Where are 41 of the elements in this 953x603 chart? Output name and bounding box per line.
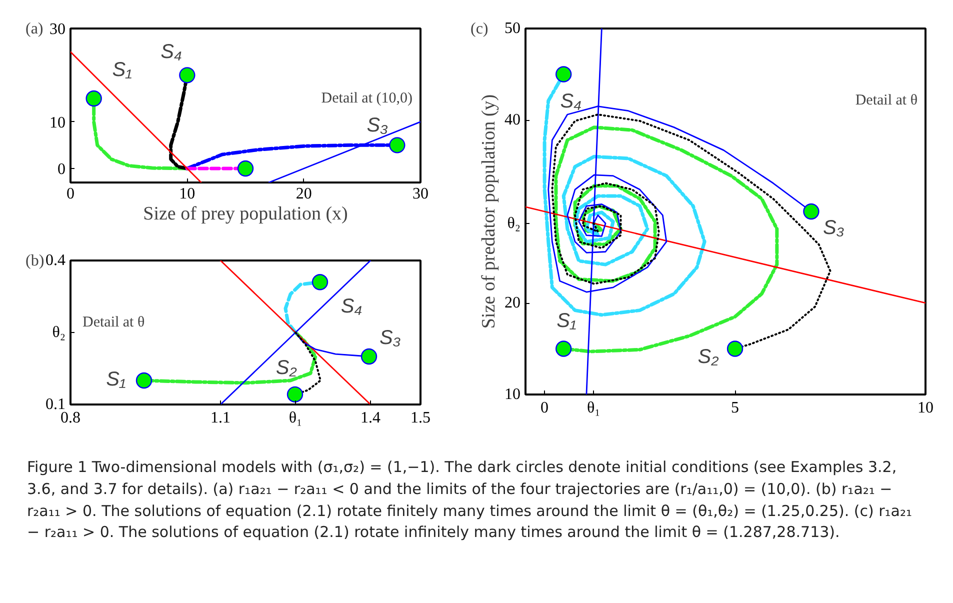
annotation: Detail at (10,0) xyxy=(321,90,413,106)
chart-title: (b) xyxy=(26,252,44,270)
y-tick-label: θ₂ xyxy=(507,214,521,232)
x-tick-label: 20 xyxy=(296,186,312,202)
annotation: Detail at θ xyxy=(82,314,145,330)
caption: Figure 1 Two-dimensional models with (σ₁,σ₂) = (1,−1). The dark circles denote initial conditions (see Examples 3.2, 3.6, and 3.7 for details). (a) r₁a₂₁ − r₂a₁₁ < 0 and the limits of the four trajectories are (r₁/a₁₁,0) = (10,0). (b) r₁a₂₁ − r₂a₁₁ > 0. The solutions of equation (2.1) rotate finitely many times around the limit θ = (θ₁,θ₂) = (1.25,0.25). (c) r₁a₂₁ − r₂a₁₁ > 0. The solutions of equation (2.1) rotate infinitely many times around the limit θ = (1.287,28.713). xyxy=(27,457,913,544)
series-label: S₁ xyxy=(112,59,132,82)
annotation: Detail at θ xyxy=(855,92,918,108)
series-label: S₁ xyxy=(106,368,126,391)
y-tick-label: 0 xyxy=(58,161,66,178)
x-tick-label: 0 xyxy=(540,400,549,416)
y-tick-label: 50 xyxy=(504,20,520,37)
series-label: S₃ xyxy=(380,327,401,350)
series-label: S₂ xyxy=(698,346,720,368)
series-label: S₁ xyxy=(556,310,576,332)
series-label: S₄ xyxy=(560,90,582,112)
x-tick-label: 10 xyxy=(179,186,196,202)
y-tick-label: 20 xyxy=(504,294,520,312)
x-tick-label: 10 xyxy=(918,400,934,416)
series-label: S₄ xyxy=(160,41,182,64)
y-tick-label: 10 xyxy=(504,386,520,403)
x-tick-label: 1.1 xyxy=(210,410,230,426)
series-label: S₂ xyxy=(276,356,298,379)
x-tick-label: 1.5 xyxy=(410,410,430,426)
series-label: S₃ xyxy=(823,217,844,240)
series-label: S₄ xyxy=(340,296,362,318)
chart-title: (a) xyxy=(26,20,44,38)
y-axis-title: Size of predator population (y) xyxy=(478,94,500,329)
y-tick-label: 40 xyxy=(504,112,520,128)
chart-title: (c) xyxy=(470,20,488,38)
y-tick-label: θ₂ xyxy=(52,324,66,341)
y-tick-label: 30 xyxy=(50,21,66,38)
series-label: S₃ xyxy=(366,114,388,136)
x-axis-title: Size of prey population (x) xyxy=(143,204,348,224)
y-tick-label: 10 xyxy=(50,114,66,132)
y-tick-label: 0.4 xyxy=(46,252,66,269)
x-tick-label: 5 xyxy=(731,400,740,416)
x-tick-label: θ₁ xyxy=(288,410,302,426)
x-tick-label: 30 xyxy=(412,186,428,202)
x-tick-label: θ₁ xyxy=(586,400,600,416)
x-tick-label: 1.4 xyxy=(360,410,380,426)
